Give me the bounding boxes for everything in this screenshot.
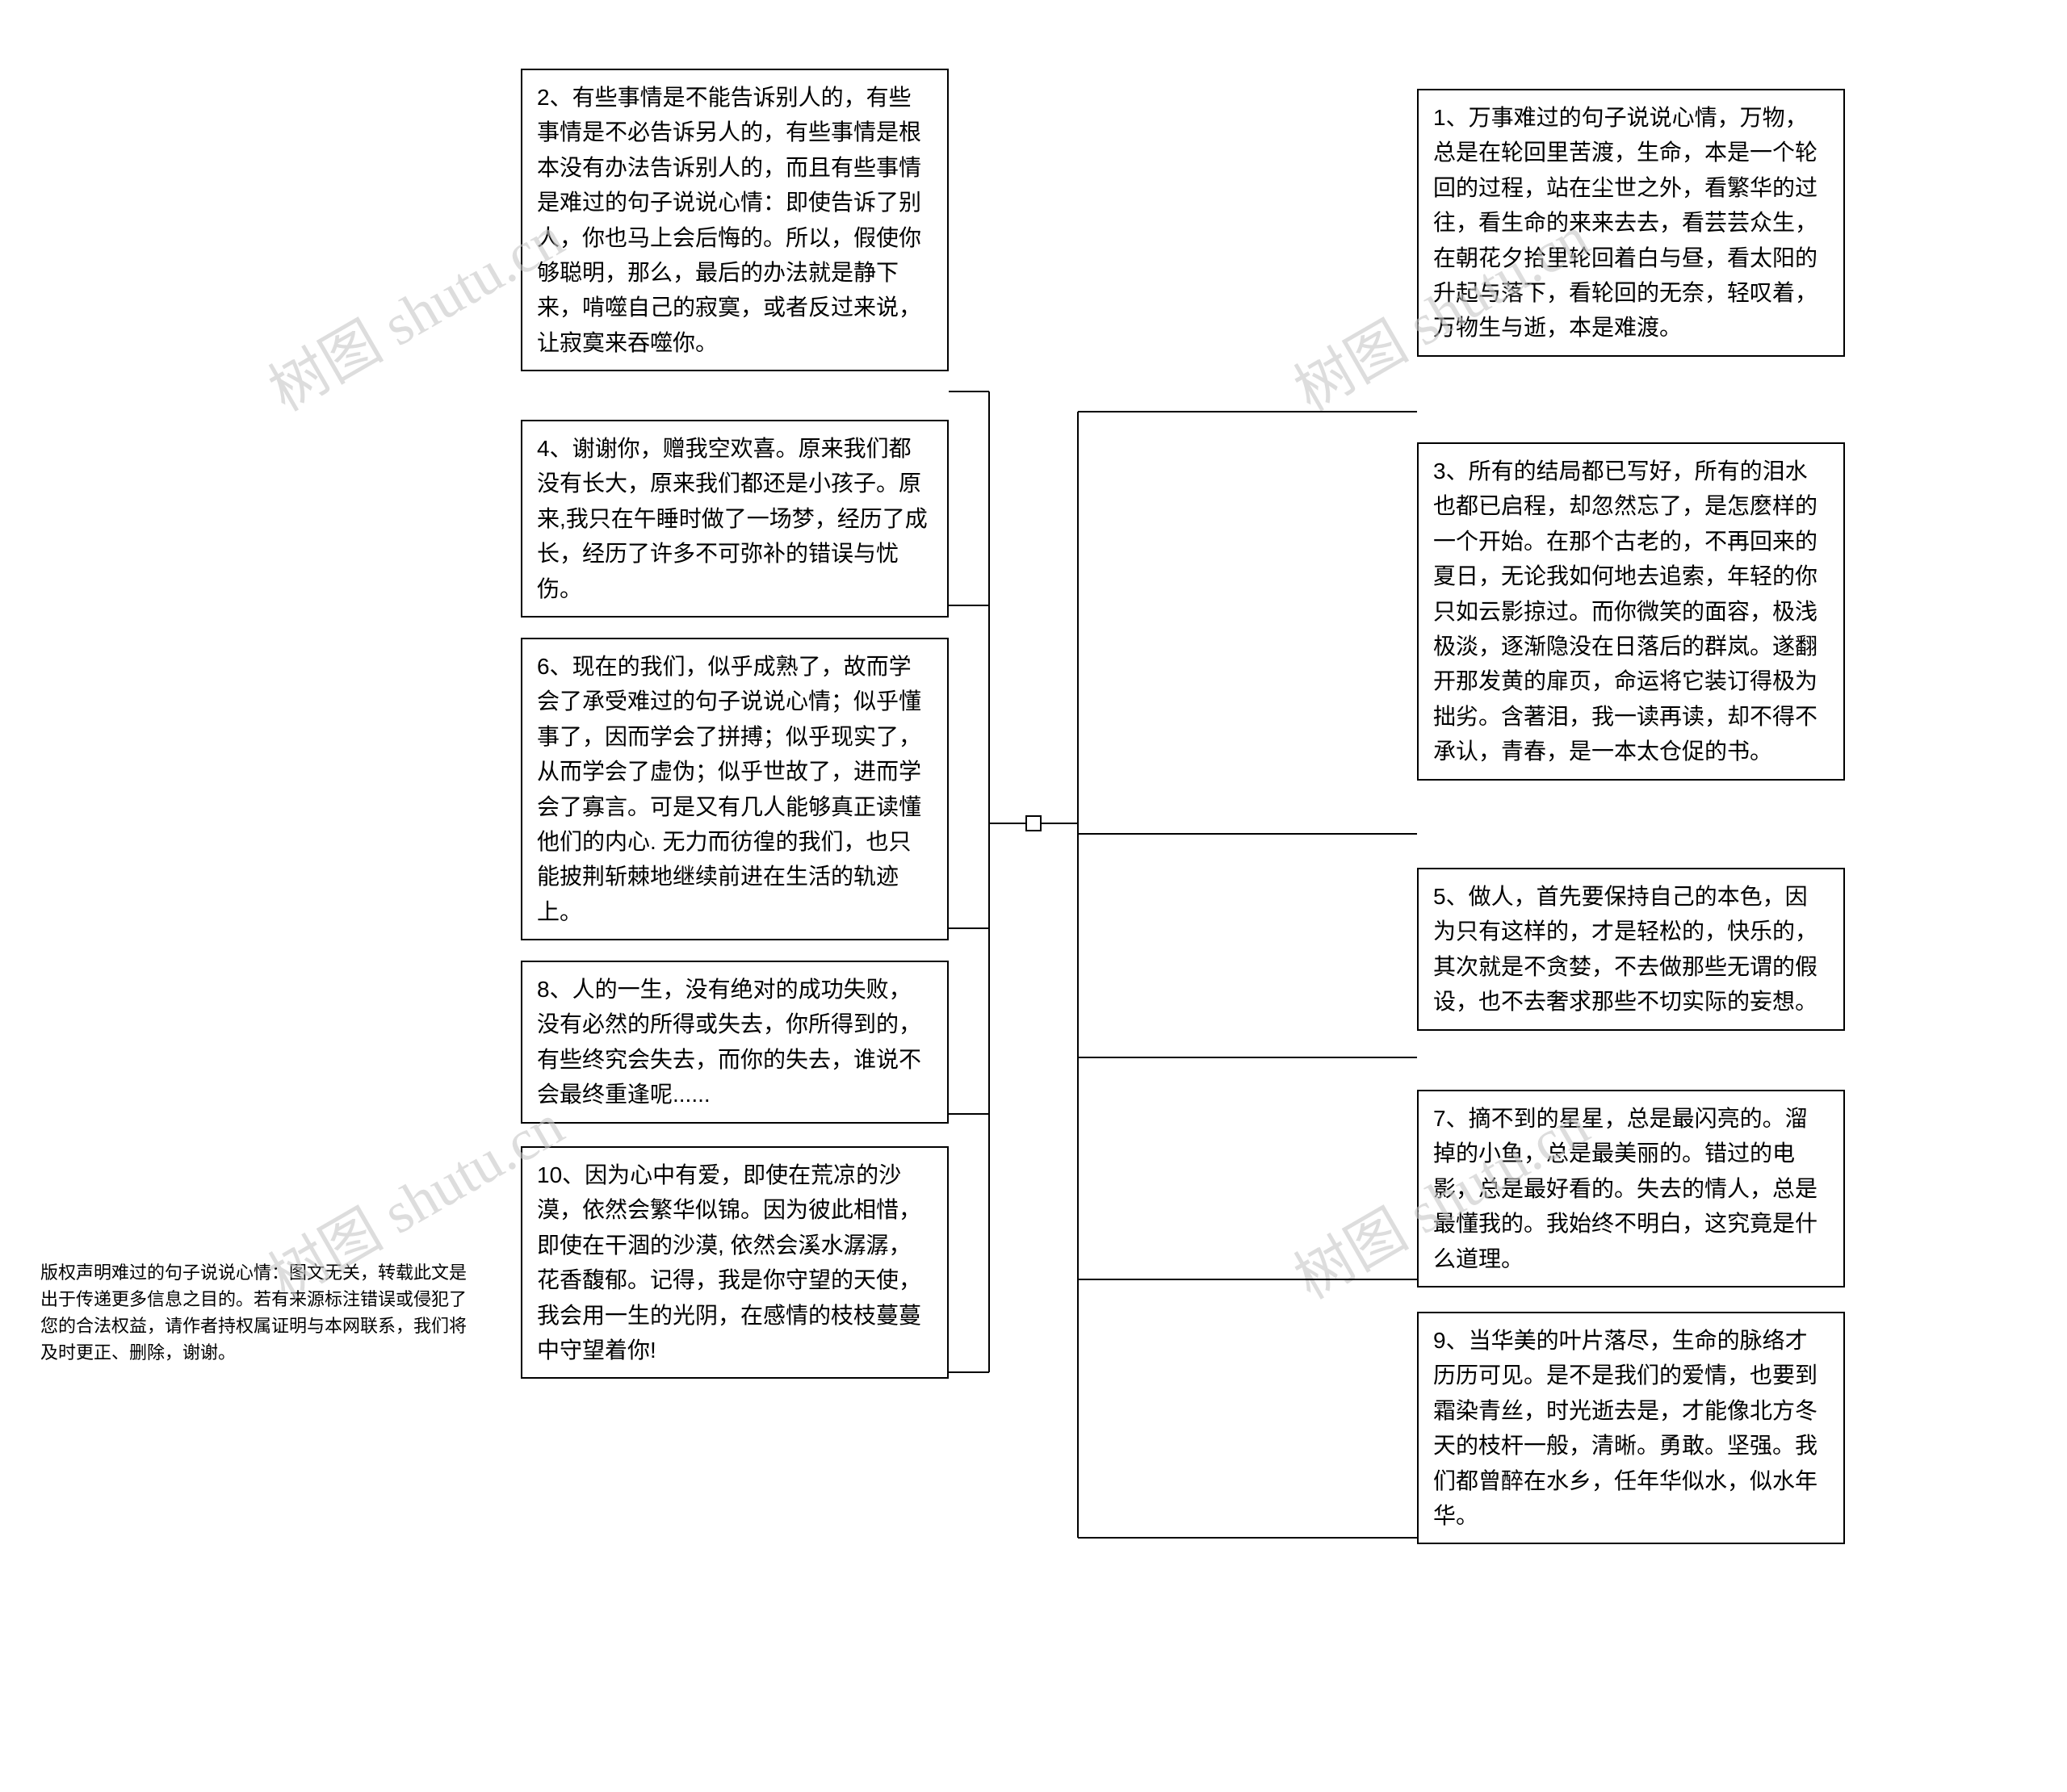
mindmap-center [1025,815,1042,831]
node-1: 1、万事难过的句子说说心情，万物，总是在轮回里苦渡，生命，本是一个轮回的过程，站… [1417,89,1845,357]
node-10: 10、因为心中有爱，即使在荒凉的沙漠，依然会繁华似锦。因为彼此相惜，即使在干涸的… [521,1146,949,1379]
node-4: 4、谢谢你，赠我空欢喜。原来我们都没有长大，原来我们都还是小孩子。原来,我只在午… [521,420,949,618]
copyright-notice: 版权声明难过的句子说说心情：图文无关，转载此文是出于传递更多信息之目的。若有来源… [40,1259,476,1366]
node-7: 7、摘不到的星星，总是最闪亮的。溜掉的小鱼，总是最美丽的。错过的电影，总是最好看… [1417,1090,1845,1287]
node-5: 5、做人，首先要保持自己的本色，因为只有这样的，才是轻松的，快乐的，其次就是不贪… [1417,868,1845,1031]
node-3: 3、所有的结局都已写好，所有的泪水也都已启程，却忽然忘了，是怎麽样的一个开始。在… [1417,442,1845,781]
node-8: 8、人的一生，没有绝对的成功失败，没有必然的所得或失去，你所得到的，有些终究会失… [521,961,949,1124]
node-6: 6、现在的我们，似乎成熟了，故而学会了承受难过的句子说说心情；似乎懂事了，因而学… [521,638,949,940]
node-2: 2、有些事情是不能告诉别人的，有些事情是不必告诉另人的，有些事情是根本没有办法告… [521,69,949,371]
node-9: 9、当华美的叶片落尽，生命的脉络才历历可见。是不是我们的爱情，也要到霜染青丝，时… [1417,1312,1845,1544]
